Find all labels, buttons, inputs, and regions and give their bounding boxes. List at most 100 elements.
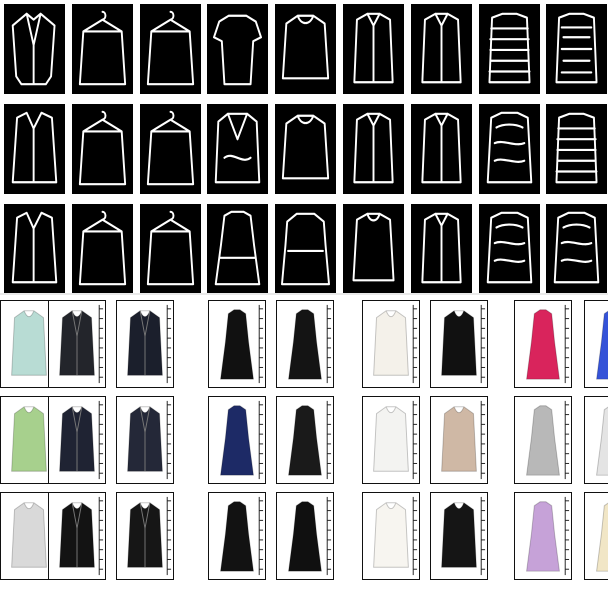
- edge-map-tile: [139, 4, 201, 94]
- edge-garment-outline: [146, 110, 194, 186]
- edge-garment-outline: [146, 210, 194, 286]
- edge-map-tile: [478, 204, 540, 294]
- edge-map-tile: [207, 204, 269, 294]
- product-photo-tile: [48, 300, 106, 388]
- edge-garment-outline: [555, 12, 598, 84]
- garment-photo: [441, 496, 486, 576]
- edge-garment-outline: [215, 112, 261, 184]
- edge-garment-outline: [11, 12, 56, 86]
- product-photo-tile: [362, 492, 420, 580]
- product-photo-tile: [116, 492, 174, 580]
- edge-map-tile: [275, 204, 337, 294]
- garment-photo: [373, 496, 418, 576]
- edge-garment-outline: [281, 212, 331, 286]
- edge-garment-outline: [421, 112, 462, 184]
- product-photo-tile: [514, 300, 572, 388]
- garment-photo: [441, 304, 486, 384]
- edge-map-tile: [71, 104, 133, 194]
- edge-map-tile: [343, 104, 404, 194]
- product-photo-tile: [208, 300, 266, 388]
- edge-map-tile: [71, 4, 133, 94]
- product-photo-tile: [208, 492, 266, 580]
- product-photo-tile: [514, 492, 572, 580]
- product-photo-tile: [208, 396, 266, 484]
- product-photo-tile: [116, 300, 174, 388]
- garment-photo: [373, 400, 418, 480]
- section-divider: [0, 293, 608, 295]
- edge-map-tile: [4, 204, 65, 294]
- garment-photo: [526, 496, 570, 576]
- garment-photo: [288, 304, 332, 384]
- edge-garment-outline: [282, 14, 330, 80]
- edge-map-tile: [4, 104, 65, 194]
- product-photo-tile: [276, 396, 334, 484]
- product-photo-tile: [430, 492, 488, 580]
- garment-photo: [59, 304, 104, 384]
- edge-map-tile: [139, 204, 201, 294]
- edge-map-tile: [275, 4, 337, 94]
- edge-garment-outline: [352, 212, 395, 282]
- edge-garment-outline: [282, 114, 330, 180]
- garment-photo: [288, 400, 332, 480]
- garment-photo: [220, 400, 264, 480]
- garment-photo: [127, 304, 172, 384]
- edge-map-tile: [478, 104, 540, 194]
- product-photo-tile: [362, 396, 420, 484]
- garment-photo: [441, 400, 486, 480]
- edge-garment-outline: [486, 211, 532, 284]
- edge-garment-outline: [11, 211, 58, 284]
- product-photo-tile: [430, 396, 488, 484]
- edge-map-tile: [546, 104, 608, 194]
- edge-garment-outline: [146, 10, 194, 86]
- edge-map-tile: [410, 104, 472, 194]
- garment-photo: [127, 400, 172, 480]
- product-photo-tile: [430, 300, 488, 388]
- edge-garment-outline: [215, 210, 261, 286]
- edge-garment-outline: [488, 12, 531, 84]
- edge-map-tile: [546, 204, 608, 294]
- garment-photo: [526, 304, 570, 384]
- edge-map-tile: [410, 4, 472, 94]
- edge-map-tile: [546, 4, 608, 94]
- garment-photo: [59, 400, 104, 480]
- product-photo-tile: [48, 492, 106, 580]
- garment-photo: [220, 304, 264, 384]
- edge-garment-outline: [78, 210, 126, 286]
- edge-map-tile: [478, 4, 540, 94]
- edge-garment-outline: [78, 10, 126, 86]
- edge-map-tile: [207, 104, 269, 194]
- garment-photo: [596, 310, 608, 380]
- edge-map-tile: [207, 4, 269, 94]
- garment-photo: [220, 496, 264, 576]
- edge-map-tile: [71, 204, 133, 294]
- product-photo-tile: [514, 396, 572, 484]
- product-photo-tile: [276, 300, 334, 388]
- edge-garment-outline: [421, 12, 462, 84]
- product-photo-tile: [276, 492, 334, 580]
- edge-map-tile: [343, 4, 404, 94]
- product-photo-tile: [362, 300, 420, 388]
- garment-photo: [596, 406, 608, 476]
- edge-map-tile: [4, 4, 65, 94]
- edge-garment-outline: [555, 112, 598, 184]
- edge-garment-outline: [421, 212, 462, 284]
- edge-garment-outline: [353, 112, 394, 184]
- edge-garment-outline: [353, 12, 394, 84]
- edge-garment-outline: [213, 14, 263, 86]
- garment-photo: [59, 496, 104, 576]
- garment-photo: [596, 502, 608, 572]
- edge-garment-outline: [78, 110, 126, 186]
- garment-photo: [526, 400, 570, 480]
- edge-map-tile: [275, 104, 337, 194]
- product-photo-tile: [584, 492, 608, 580]
- garment-photo: [127, 496, 172, 576]
- edge-map-tile: [139, 104, 201, 194]
- product-photo-tile: [48, 396, 106, 484]
- edge-map-tile: [343, 204, 404, 294]
- product-photo-tile: [116, 396, 174, 484]
- edge-garment-outline: [486, 111, 532, 184]
- edge-map-tile: [410, 204, 472, 294]
- garment-photo: [373, 304, 418, 384]
- product-photo-tile: [584, 396, 608, 484]
